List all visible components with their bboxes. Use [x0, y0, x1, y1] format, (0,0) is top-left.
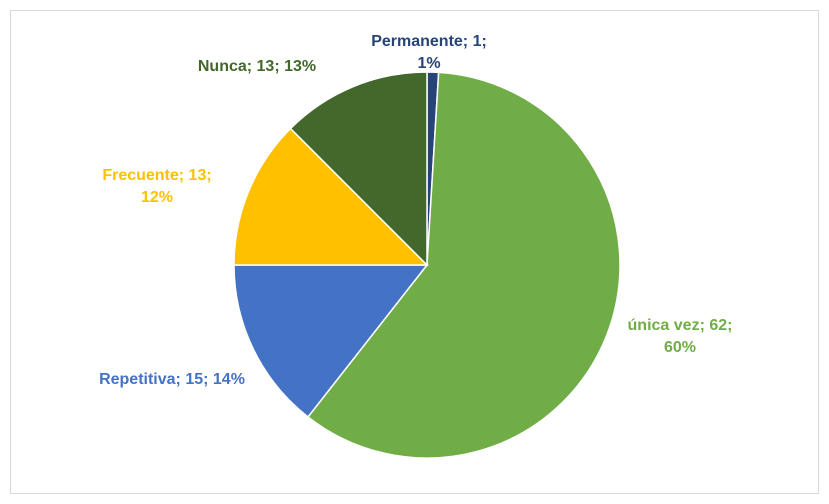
- pie-slice: [289, 71, 428, 267]
- pie-slice: [233, 264, 429, 418]
- data-label: Nunca; 13; 13%: [197, 58, 317, 75]
- data-label: única vez; 62; 60%: [627, 317, 733, 356]
- data-label: Frecuente; 13; 12%: [102, 167, 212, 206]
- pie-slice: [233, 127, 429, 266]
- pie-slice: [306, 71, 621, 459]
- data-label: Permanente; 1; 1%: [371, 33, 487, 72]
- data-label: Repetitiva; 15; 14%: [99, 371, 245, 388]
